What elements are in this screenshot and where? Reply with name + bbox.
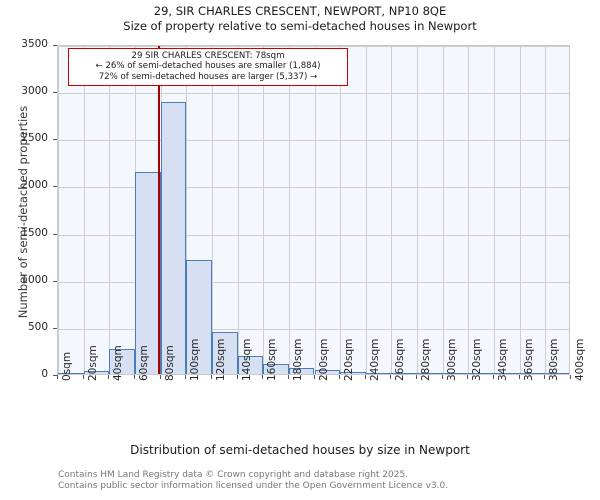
gridline-vertical (315, 46, 316, 374)
property-annotation-box: 29 SIR CHARLES CRESCENT: 78sqm ← 26% of … (68, 48, 348, 87)
gridline-vertical (84, 46, 85, 374)
chart-title-block: 29, SIR CHARLES CRESCENT, NEWPORT, NP10 … (0, 4, 600, 34)
x-axis-tick-mark (57, 375, 58, 379)
y-axis-tick-mark (53, 375, 57, 376)
histogram-bar (340, 371, 366, 374)
histogram-bar (365, 372, 392, 374)
x-axis-tick-mark (211, 375, 212, 379)
histogram-bar (109, 349, 135, 374)
x-axis-tick-label: 400sqm (574, 338, 586, 381)
x-axis-tick-mark (83, 375, 84, 379)
gridline-vertical (340, 46, 341, 374)
x-axis-tick-mark (160, 375, 161, 379)
histogram-bar (288, 368, 315, 374)
x-axis-tick-mark (185, 375, 186, 379)
x-axis-label: Distribution of semi-detached houses by … (130, 443, 470, 457)
x-axis-tick-mark (288, 375, 289, 379)
y-axis-label: Number of semi-detached properties (16, 105, 30, 319)
gridline-vertical (186, 46, 187, 374)
annotation-line-larger: 72% of semi-detached houses are larger (… (98, 71, 318, 82)
gridline-vertical (366, 46, 367, 374)
gridline-vertical (109, 46, 110, 374)
x-axis-tick-mark (237, 375, 238, 379)
histogram-bar (494, 373, 520, 374)
gridline-vertical (545, 46, 546, 374)
gridline-horizontal (58, 282, 569, 283)
x-axis-tick-mark (416, 375, 417, 379)
histogram-bar (442, 373, 469, 374)
gridline-horizontal (58, 187, 569, 188)
x-axis-tick-mark (442, 375, 443, 379)
property-size-marker-line (158, 46, 160, 374)
histogram-bar (237, 356, 264, 374)
y-axis-tick-label: 0 (41, 368, 48, 380)
histogram-bar (417, 373, 443, 374)
gridline-vertical (289, 46, 290, 374)
gridline-vertical (520, 46, 521, 374)
gridline-horizontal (58, 93, 569, 94)
histogram-bar (519, 373, 546, 374)
gridline-horizontal (58, 329, 569, 330)
gridline-vertical (58, 46, 59, 374)
histogram-bar (83, 370, 110, 374)
x-axis-tick-mark (262, 375, 263, 379)
x-axis-tick-mark (519, 375, 520, 379)
x-axis-tick-mark (390, 375, 391, 379)
histogram-bar (134, 172, 161, 374)
x-axis-tick-mark (339, 375, 340, 379)
annotation-line-property: 29 SIR CHARLES CRESCENT: 78sqm (131, 51, 285, 61)
gridline-vertical (212, 46, 213, 374)
gridline-vertical (238, 46, 239, 374)
histogram-bar (545, 373, 569, 374)
x-axis-tick-mark (314, 375, 315, 379)
gridline-horizontal (58, 235, 569, 236)
histogram-bar (468, 373, 495, 374)
gridline-vertical (468, 46, 469, 374)
footer-line-2: Contains public sector information licen… (58, 481, 449, 491)
histogram-bar (160, 101, 187, 374)
histogram-bar (186, 260, 212, 374)
gridline-horizontal (58, 46, 569, 47)
chart-subtitle: Size of property relative to semi-detach… (123, 19, 477, 33)
annotation-line-smaller: ← 26% of semi-detached houses are smalle… (95, 61, 321, 72)
gridline-vertical (443, 46, 444, 374)
footer-line-1: Contains HM Land Registry data © Crown c… (58, 470, 409, 480)
histogram-bar (314, 369, 341, 374)
attribution-footer: Contains HM Land Registry data © Crown c… (58, 470, 578, 492)
x-axis-tick-mark (365, 375, 366, 379)
x-axis-tick-mark (467, 375, 468, 379)
gridline-vertical (263, 46, 264, 374)
x-axis-tick-mark (493, 375, 494, 379)
gridline-vertical (494, 46, 495, 374)
y-axis-tick-label: 3500 (21, 38, 48, 50)
x-axis-tick-mark (544, 375, 545, 379)
x-axis-tick-mark (134, 375, 135, 379)
gridline-vertical (391, 46, 392, 374)
histogram-bar (58, 373, 84, 374)
histogram-bar (211, 331, 238, 374)
histogram-bar (391, 372, 418, 374)
gridline-horizontal (58, 140, 569, 141)
plot-area (57, 45, 570, 375)
page-title: 29, SIR CHARLES CRESCENT, NEWPORT, NP10 … (153, 4, 447, 18)
x-axis-tick-mark (108, 375, 109, 379)
gridline-vertical (417, 46, 418, 374)
x-axis-tick-mark (570, 375, 571, 379)
histogram-bar (263, 364, 289, 374)
